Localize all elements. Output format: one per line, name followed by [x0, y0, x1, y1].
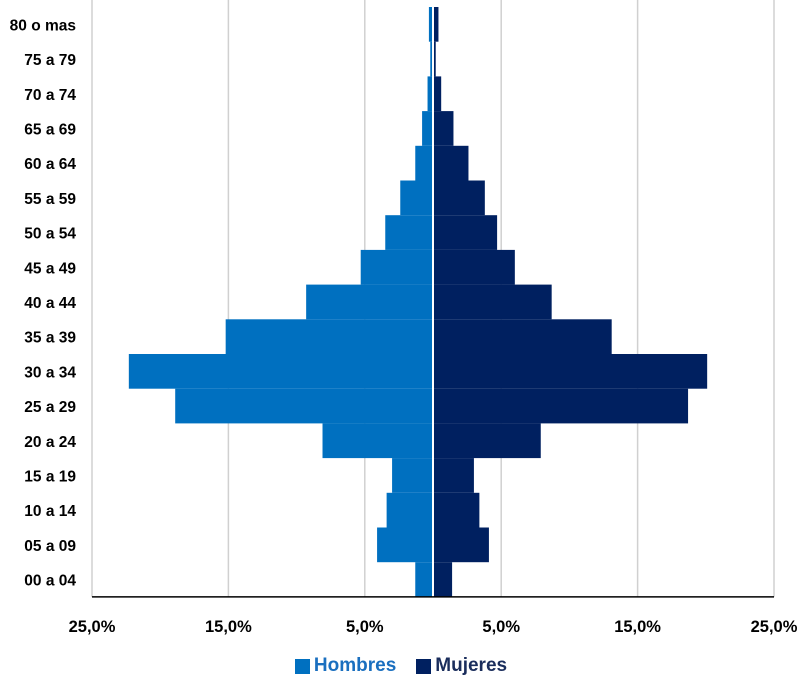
bar-hombres — [428, 7, 433, 42]
bar-mujeres — [433, 354, 708, 389]
legend-item-mujeres: Mujeres — [416, 655, 507, 677]
y-tick-label: 30 a 34 — [24, 364, 76, 381]
bar-mujeres — [433, 527, 489, 563]
bar-mujeres — [433, 111, 454, 146]
y-tick-label: 15 a 19 — [24, 468, 76, 485]
y-tick-label: 05 a 09 — [24, 538, 76, 555]
x-tick-label: 25,0% — [69, 618, 116, 636]
bar-hombres — [322, 423, 433, 459]
bar-mujeres — [433, 284, 552, 320]
y-tick-label: 50 a 54 — [24, 226, 76, 243]
y-tick-label: 25 a 29 — [24, 399, 76, 416]
y-tick-label: 70 a 74 — [24, 87, 76, 104]
legend-label-mujeres: Mujeres — [435, 655, 508, 676]
y-tick-label: 55 a 59 — [24, 191, 76, 208]
y-tick-label: 80 o mas — [10, 17, 76, 34]
x-tick-label: 5,0% — [346, 618, 384, 636]
legend-swatch-mujeres — [416, 658, 432, 674]
bar-mujeres — [433, 458, 474, 493]
legend: Hombres Mujeres — [0, 655, 802, 677]
bar-mujeres — [433, 388, 689, 424]
bar-mujeres — [433, 180, 485, 216]
bar-hombres — [392, 458, 433, 493]
bar-hombres — [306, 284, 433, 320]
bar-hombres — [430, 41, 433, 77]
bar-hombres — [225, 319, 433, 354]
bar-hombres — [400, 180, 433, 216]
y-tick-label: 75 a 79 — [24, 52, 76, 69]
bar-hombres — [415, 145, 433, 181]
y-tick-label: 65 a 69 — [24, 121, 76, 138]
y-tick-label: 20 a 24 — [24, 434, 76, 451]
bar-hombres — [386, 492, 433, 528]
bar-mujeres — [433, 492, 480, 528]
y-tick-label: 60 a 64 — [24, 156, 76, 173]
bar-mujeres — [433, 41, 436, 77]
bar-hombres — [128, 354, 433, 389]
x-tick-label: 15,0% — [614, 618, 661, 636]
bar-hombres — [360, 249, 433, 285]
legend-swatch-hombres — [294, 658, 310, 674]
bar-hombres — [385, 215, 433, 250]
bar-mujeres — [433, 215, 498, 250]
bar-mujeres — [433, 249, 515, 285]
bar-mujeres — [433, 145, 469, 181]
y-tick-label: 35 a 39 — [24, 330, 76, 347]
bar-hombres — [377, 527, 433, 563]
x-tick-label: 15,0% — [205, 618, 252, 636]
bar-mujeres — [433, 76, 442, 112]
bar-hombres — [175, 388, 434, 424]
y-tick-label: 40 a 44 — [24, 295, 76, 312]
bar-mujeres — [433, 7, 439, 42]
x-tick-label: 25,0% — [751, 618, 798, 636]
bar-hombres — [422, 111, 433, 146]
y-tick-label: 00 a 04 — [24, 573, 76, 590]
legend-label-hombres: Hombres — [313, 655, 397, 676]
y-tick-label: 45 a 49 — [24, 260, 76, 277]
bar-mujeres — [433, 423, 541, 459]
bar-hombres — [427, 76, 433, 112]
legend-item-hombres: Hombres — [294, 655, 397, 677]
bar-mujeres — [433, 562, 453, 597]
bar-hombres — [415, 562, 433, 597]
y-tick-label: 10 a 14 — [24, 503, 76, 520]
bar-mujeres — [433, 319, 612, 354]
x-tick-label: 5,0% — [482, 618, 520, 636]
